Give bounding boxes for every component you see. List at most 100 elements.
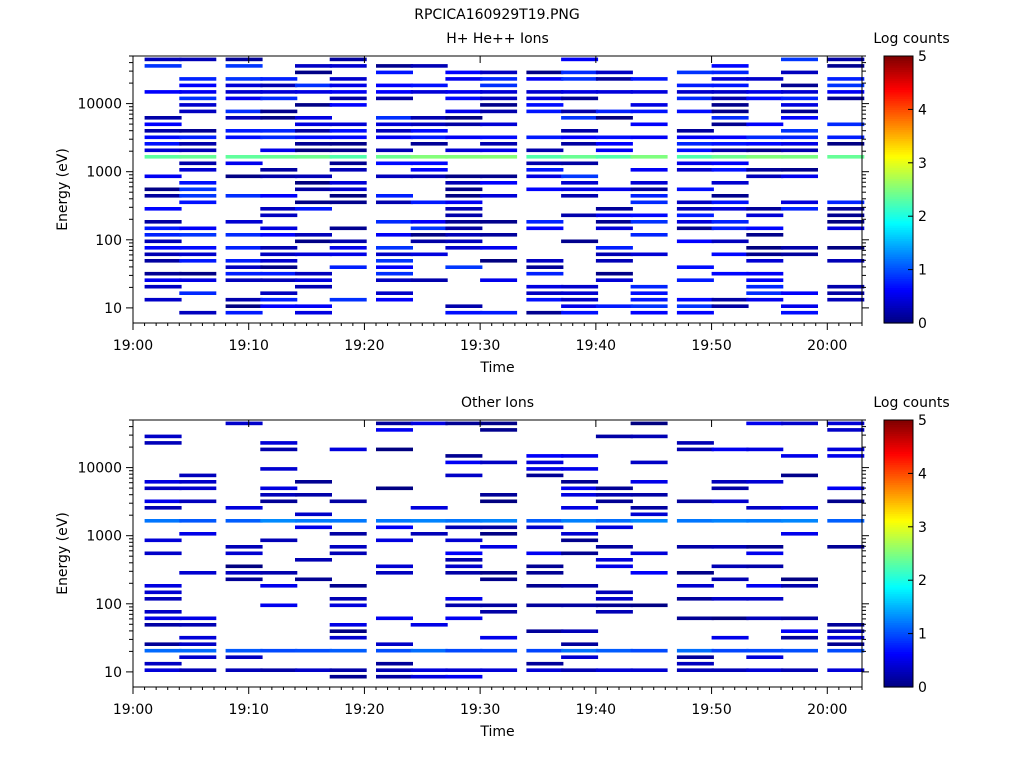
spectrogram-cell — [480, 421, 518, 426]
spectrogram-cell — [676, 239, 714, 244]
spectrogram-cell — [526, 629, 564, 633]
spectrogram-cell — [526, 551, 564, 556]
spectrogram-cell — [746, 278, 784, 282]
spectrogram-cell — [630, 103, 668, 107]
colorbar-swatch — [884, 475, 913, 479]
spectrogram-cell — [329, 129, 367, 133]
colorbar-swatch — [884, 448, 913, 452]
spectrogram-cell — [445, 109, 483, 114]
colorbar-tick-label: 3 — [918, 156, 927, 172]
spectrogram-cell — [376, 668, 413, 672]
spectrogram-cell — [410, 648, 448, 653]
spectrogram-cell — [480, 174, 518, 179]
colorbar-swatch — [884, 604, 913, 608]
spectrogram-cell — [630, 220, 668, 224]
spectrogram-cell — [526, 668, 564, 672]
spectrogram-cell — [676, 200, 714, 205]
spectrogram-cell — [144, 271, 182, 276]
spectrogram-cell — [526, 454, 564, 458]
spectrogram-cell — [225, 506, 263, 510]
spectrogram-cell — [711, 486, 749, 491]
spectrogram-cell — [225, 421, 263, 426]
colorbar-swatch — [884, 428, 913, 432]
spectrogram-cell — [526, 284, 564, 289]
spectrogram-cell — [225, 155, 263, 159]
spectrogram-cell — [225, 220, 263, 224]
spectrogram-cell — [144, 434, 182, 439]
colorbar-swatch — [884, 424, 913, 428]
spectrogram-cell — [144, 278, 182, 282]
colorbar-swatch — [884, 82, 913, 86]
spectrogram-cell — [595, 142, 633, 146]
spectrogram-cell — [376, 161, 413, 166]
spectrogram-cell — [561, 584, 599, 588]
spectrogram-cell — [376, 194, 413, 198]
colorbar-swatch — [884, 67, 913, 70]
colorbar-swatch — [884, 287, 913, 291]
spectrogram-cell — [676, 220, 714, 224]
spectrogram-cell — [410, 174, 448, 179]
spectrogram-cell — [144, 297, 182, 302]
spectrogram-cell — [295, 174, 332, 179]
spectrogram-cell — [561, 642, 599, 646]
spectrogram-cell — [746, 480, 784, 484]
spectrogram-cell — [711, 161, 749, 166]
spectrogram-cell — [179, 233, 217, 237]
spectrogram-cell — [561, 551, 599, 556]
spectrogram-cell — [676, 187, 714, 192]
spectrogram-cell — [746, 226, 784, 231]
spectrogram-cell — [225, 194, 263, 198]
colorbar-swatch — [884, 265, 913, 268]
spectrogram-cell — [561, 486, 599, 491]
colorbar-swatch — [884, 640, 913, 644]
spectrogram-cell — [561, 96, 599, 101]
colorbar-swatch — [884, 549, 913, 552]
colorbar-swatch — [884, 526, 913, 530]
y-tick-label: 100 — [95, 597, 122, 613]
spectrogram-cell — [561, 129, 599, 133]
colorbar-swatch — [884, 251, 913, 255]
spectrogram-cell — [561, 161, 599, 166]
spectrogram-cell — [295, 90, 332, 94]
spectrogram-cell — [179, 571, 217, 575]
colorbar-swatch — [884, 64, 913, 68]
spectrogram-cell — [179, 155, 217, 159]
spectrogram-cell — [376, 616, 413, 621]
spectrogram-cell — [630, 233, 668, 237]
spectrogram-cell — [410, 155, 448, 159]
spectrogram-cell — [561, 57, 599, 62]
spectrogram-cell — [561, 284, 599, 289]
spectrogram-cell — [225, 564, 263, 569]
spectrogram-cell — [144, 642, 182, 646]
plot-frame — [132, 419, 863, 688]
colorbar-swatch — [884, 513, 913, 517]
spectrogram-cell — [295, 239, 332, 244]
spectrogram-cell — [595, 648, 633, 653]
spectrogram-cell — [480, 220, 518, 224]
spectrogram-cell — [711, 648, 749, 653]
colorbar-swatch — [884, 658, 913, 661]
colorbar-swatch — [884, 111, 913, 115]
colorbar-swatch — [884, 495, 913, 499]
colorbar-swatch — [884, 56, 913, 59]
colorbar-swatch — [884, 205, 913, 208]
spectrogram-cell — [144, 64, 182, 68]
colorbar-swatch — [884, 573, 913, 577]
colorbar-swatch — [884, 609, 913, 612]
colorbar-swatch — [884, 216, 913, 220]
colorbar-swatch — [884, 540, 913, 543]
spectrogram-cell — [480, 259, 518, 263]
spectrogram-cell — [781, 421, 818, 426]
colorbar-frame — [883, 55, 914, 324]
colorbar-swatch — [884, 84, 913, 88]
x-tick-label: 19:40 — [576, 338, 616, 354]
colorbar-swatch — [884, 618, 913, 621]
spectrogram-cell — [179, 226, 217, 231]
spectrogram-cell — [676, 584, 714, 588]
y-axis-label: Energy (eV) — [55, 148, 71, 231]
spectrogram-cell — [711, 109, 749, 114]
spectrogram-cell — [827, 421, 865, 426]
spectrogram-cell — [595, 148, 633, 153]
spectrogram-cell — [225, 233, 263, 237]
colorbar-swatch — [884, 577, 913, 581]
